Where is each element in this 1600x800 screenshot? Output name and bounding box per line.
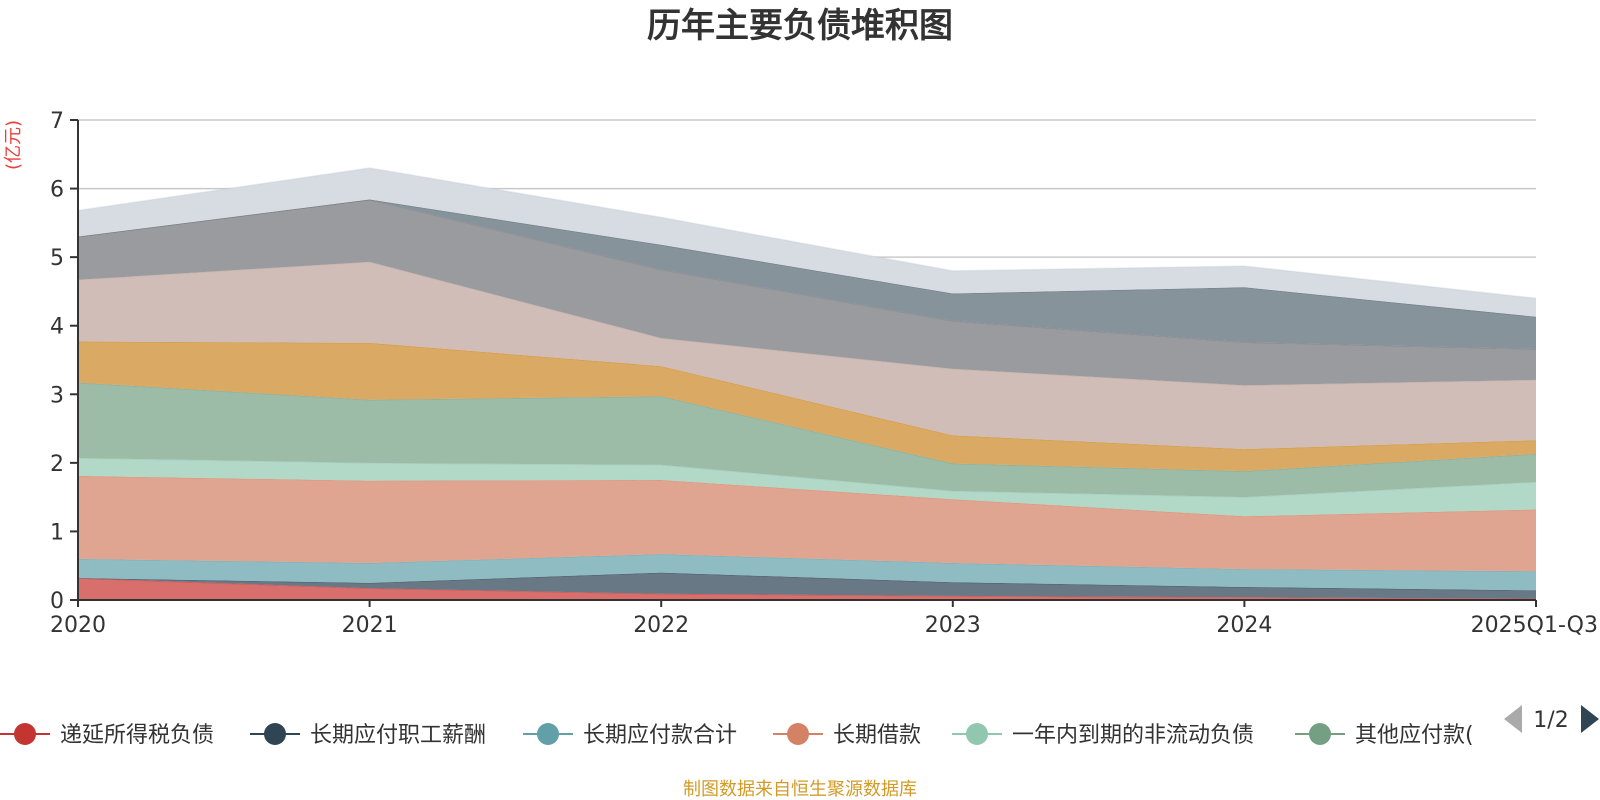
legend-page-indicator: 1/2 (1533, 708, 1568, 733)
legend-item[interactable]: 其他应付款( (1295, 723, 1474, 748)
area-series[interactable] (78, 475, 1536, 572)
legend-label: 长期应付职工薪酬 (310, 723, 486, 748)
area-series[interactable] (78, 578, 1536, 600)
legend-item[interactable]: 递延所得税负债 (0, 723, 214, 748)
axes (70, 119, 1537, 607)
legend-marker-icon (1309, 723, 1331, 745)
legend-marker-icon (966, 723, 988, 745)
legend-item[interactable]: 一年内到期的非流动负债 (952, 723, 1254, 748)
legend-marker-icon (537, 723, 559, 745)
area-series[interactable] (78, 199, 1536, 350)
x-tick-label: 2025Q1-Q3 (1471, 613, 1598, 638)
y-tick-label: 2 (50, 452, 64, 477)
y-axis-unit-label: (亿元) (3, 120, 24, 170)
legend-item[interactable]: 长期应付职工薪酬 (250, 723, 486, 748)
legend-label: 其他应付款( (1355, 723, 1474, 748)
chart-title: 历年主要负债堆积图 (647, 6, 953, 46)
legend-label: 一年内到期的非流动负债 (1012, 723, 1254, 748)
y-tick-label: 3 (50, 383, 64, 408)
x-tick-label: 2021 (342, 613, 398, 638)
legend-next-page-icon[interactable] (1581, 705, 1599, 733)
stacked-area-layers (77, 167, 1537, 600)
legend: 递延所得税负债 长期应付职工薪酬 长期应付款合计 长期借款 一年内到期的非流动负债 其他应… (0, 723, 1474, 748)
data-source-footer: 制图数据来自恒生聚源数据库 (683, 779, 917, 800)
area-series[interactable] (78, 199, 1536, 386)
area-series-line (77, 167, 1537, 300)
legend-label: 递延所得税负债 (60, 723, 214, 748)
area-series[interactable] (78, 572, 1536, 599)
y-tick-label: 4 (50, 315, 64, 340)
area-series[interactable] (78, 554, 1536, 591)
legend-item[interactable]: 长期应付款合计 (523, 723, 737, 748)
tick-labels: 0 1 2 3 4 5 6 7 2020 2021 2022 2023 2024 2025Q1-Q3 (50, 109, 1598, 638)
area-series[interactable] (78, 168, 1536, 317)
x-tick-label: 2022 (633, 613, 689, 638)
legend-prev-page-icon[interactable] (1504, 705, 1522, 733)
x-tick-label: 2023 (925, 613, 981, 638)
legend-pagination: 1/2 (1504, 705, 1599, 733)
y-tick-label: 1 (50, 520, 64, 545)
y-tick-label: 6 (50, 178, 64, 203)
area-series[interactable] (78, 341, 1536, 472)
area-series[interactable] (78, 261, 1536, 450)
x-tick-label: 2020 (50, 613, 106, 638)
area-series[interactable] (78, 382, 1536, 498)
legend-label: 长期应付款合计 (583, 723, 737, 748)
area-series[interactable] (78, 458, 1536, 517)
x-tick-label: 2024 (1216, 613, 1272, 638)
y-tick-label: 0 (50, 589, 64, 614)
legend-marker-icon (264, 723, 286, 745)
legend-item[interactable]: 长期借款 (773, 723, 921, 748)
legend-marker-icon (14, 723, 36, 745)
legend-marker-icon (787, 723, 809, 745)
y-tick-label: 7 (50, 109, 64, 134)
legend-label: 长期借款 (833, 723, 921, 748)
y-tick-label: 5 (50, 246, 64, 271)
